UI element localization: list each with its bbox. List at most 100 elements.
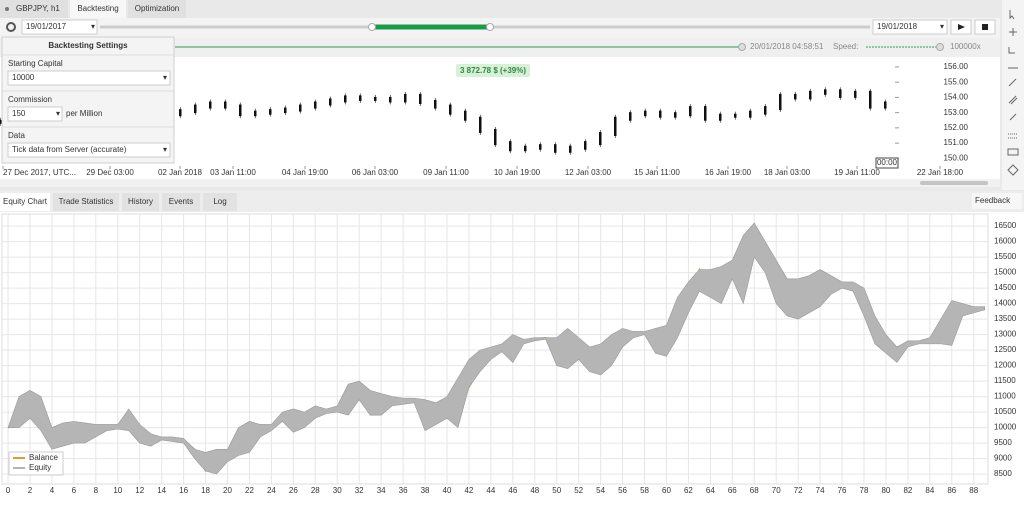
- bottom-tab-label: History: [128, 197, 153, 206]
- x-tick-label: 24: [267, 486, 276, 495]
- y-tick-label: 15000: [994, 268, 1017, 277]
- x-tick-label: 29 Dec 03:00: [86, 168, 134, 177]
- x-tick-label: 04 Jan 19:00: [282, 168, 329, 177]
- bottom-tab[interactable]: [162, 193, 200, 211]
- symbol-tab[interactable]: [0, 0, 68, 18]
- bottom-tab-label: Log: [213, 197, 226, 206]
- x-tick-label: 16: [179, 486, 188, 495]
- legend-label: Equity: [29, 463, 51, 472]
- current-time: 20/01/2018 04:58:51: [750, 42, 824, 51]
- x-tick-label: 18 Jan 03:00: [764, 168, 811, 177]
- x-tick-label: 0: [6, 486, 11, 495]
- start-date: 19/01/2017: [26, 22, 67, 31]
- rect-icon[interactable]: [1007, 148, 1019, 156]
- x-tick-label: 6: [72, 486, 77, 495]
- settings-title: Backtesting Settings: [48, 41, 128, 50]
- stop-icon: [982, 24, 988, 30]
- annotation: 3 872.78 $ (+39%): [460, 66, 526, 75]
- play-icon: [958, 24, 965, 30]
- x-tick-label: 84: [925, 486, 934, 495]
- range-handle[interactable]: [368, 23, 376, 31]
- x-tick-label: 15 Jan 11:00: [634, 168, 680, 177]
- dropdown-arrow: ▾: [56, 109, 60, 118]
- bottom-tab[interactable]: [122, 193, 159, 211]
- fib-icon[interactable]: [1008, 133, 1018, 139]
- symbol: GBPJPY, h1: [16, 4, 60, 13]
- end-date: 19/01/2018: [877, 22, 918, 31]
- equity-chart: 8500900095001000010500110001150012000125…: [1, 213, 1017, 495]
- capital-input[interactable]: [7, 70, 171, 86]
- settings-gear[interactable]: [6, 22, 16, 32]
- data-select[interactable]: [7, 142, 171, 158]
- speed-handle[interactable]: [936, 43, 944, 51]
- x-tick-label: 22: [245, 486, 254, 495]
- x-tick-label: 64: [706, 486, 715, 495]
- crosshair-icon[interactable]: [1009, 28, 1017, 36]
- cursor-icon[interactable]: [1009, 10, 1015, 20]
- x-tick-label: 32: [355, 486, 364, 495]
- x-tick-label: 80: [881, 486, 890, 495]
- bottom-tab-label: Equity Chart: [3, 197, 48, 206]
- x-tick-label: 27 Dec 2017, UTC...: [3, 168, 76, 177]
- end-date-input[interactable]: [872, 19, 948, 35]
- x-tick-label: 10: [113, 486, 122, 495]
- x-tick-label: 36: [399, 486, 408, 495]
- bottom-tabs: Equity Chart Trade Statistics History Event…: [0, 193, 237, 211]
- x-tick-label: 34: [377, 486, 386, 495]
- y-tick-label: 12000: [994, 361, 1017, 370]
- start-date-input[interactable]: [21, 19, 98, 35]
- bottom-tab-row: [0, 191, 1024, 212]
- y-tick-label: 8500: [994, 469, 1012, 478]
- data-label: Data: [8, 131, 25, 140]
- price-chart: 150.00 151.00 152.00 153.00 154.00 155.00 156.…: [0, 62, 969, 177]
- x-tick-label: 22 Jan 18:00: [917, 168, 964, 177]
- feedback: Feedback: [975, 196, 1011, 205]
- tab-optimization[interactable]: [128, 0, 186, 18]
- y-tick-label: 11500: [994, 376, 1016, 385]
- x-tick-label: 68: [750, 486, 759, 495]
- shape-icon[interactable]: [1007, 164, 1019, 176]
- scrollbar-thumb[interactable]: [920, 181, 988, 185]
- cursor-label: 00:00: [877, 158, 898, 167]
- progress-handle[interactable]: [738, 43, 746, 51]
- tab-label: Optimization: [135, 4, 179, 13]
- commission-label: Commission: [8, 95, 52, 104]
- commission-input[interactable]: [7, 106, 63, 122]
- x-tick-label: 66: [728, 486, 737, 495]
- dropdown-arrow: ▾: [91, 22, 95, 31]
- bottom-tab[interactable]: [203, 193, 237, 211]
- x-tick-label: 03 Jan 11:00: [210, 168, 256, 177]
- dropdown-arrow: ▾: [940, 22, 944, 31]
- pitchfork-icon[interactable]: [1009, 113, 1017, 121]
- x-tick-label: 44: [486, 486, 495, 495]
- x-tick-label: 30: [333, 486, 342, 495]
- tool-icon[interactable]: [1008, 47, 1015, 54]
- y-tick-label: 14000: [994, 299, 1017, 308]
- y-tick-label: 10000: [994, 423, 1017, 432]
- bottom-tab[interactable]: [53, 193, 119, 211]
- trend-icon[interactable]: [1008, 78, 1017, 87]
- tab-backtesting[interactable]: [70, 0, 126, 18]
- bottom-tab[interactable]: [0, 193, 50, 211]
- x-tick-label: 14: [157, 486, 166, 495]
- y-tick-label: 13000: [994, 330, 1017, 339]
- x-tick-label: 76: [838, 486, 847, 495]
- x-tick-label: 50: [552, 486, 561, 495]
- x-tick-label: 8: [94, 486, 99, 495]
- x-tick-label: 58: [640, 486, 649, 495]
- x-tick-label: 42: [464, 486, 473, 495]
- x-tick-label: 20: [223, 486, 232, 495]
- x-tick-label: 06 Jan 03:00: [352, 168, 399, 177]
- x-tick-label: 02 Jan 2018: [158, 168, 203, 177]
- feedback-button[interactable]: [972, 193, 1022, 209]
- symbol-dot: [5, 7, 9, 11]
- y-tick-label: 10500: [994, 407, 1017, 416]
- y-tick-label: 9000: [994, 454, 1012, 463]
- x-tick-label: 16 Jan 19:00: [705, 168, 752, 177]
- channel-icon[interactable]: [1008, 95, 1018, 105]
- dropdown-arrow: ▾: [163, 73, 167, 82]
- range-handle[interactable]: [486, 23, 494, 31]
- x-tick-label: 18: [201, 486, 210, 495]
